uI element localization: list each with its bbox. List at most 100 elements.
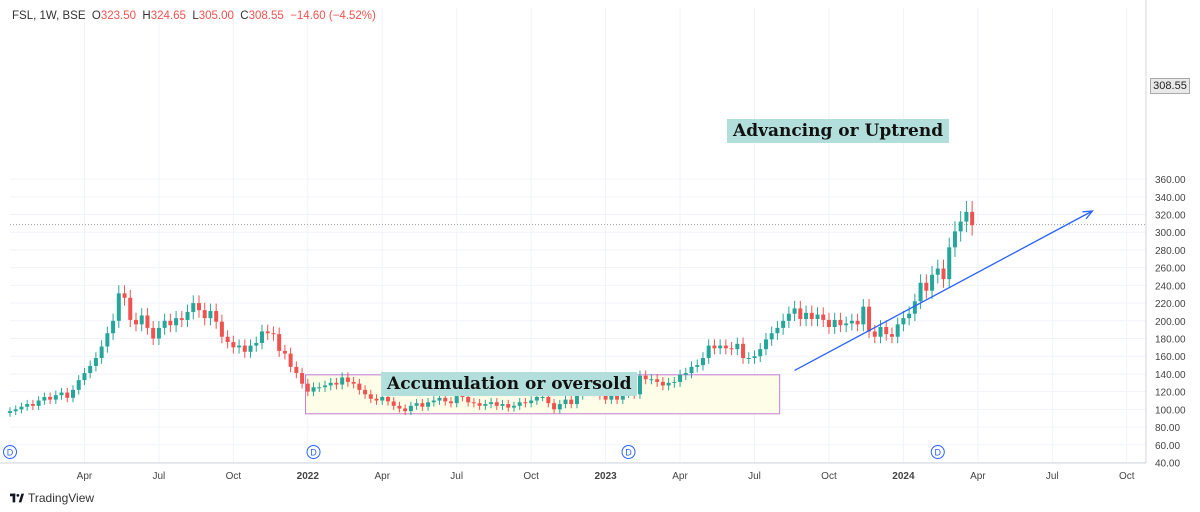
symbol-info[interactable]: FSL, 1W, BSE [12, 10, 86, 22]
candle-body [534, 396, 539, 401]
candle-body [557, 404, 562, 410]
uptrend-annotation[interactable]: Advancing or Uptrend [727, 119, 950, 143]
x-tick-label: Apr [77, 471, 93, 482]
x-tick-label: 2023 [594, 471, 617, 482]
trend-line[interactable] [794, 210, 1094, 371]
x-tick-label: Jul [153, 471, 166, 482]
candle-body [844, 323, 849, 326]
x-tick-label: Jul [1046, 471, 1059, 482]
y-tick-label: 160.00 [1155, 352, 1186, 363]
candle-body [569, 399, 574, 405]
candle-body [30, 404, 35, 406]
open-value: 323.50 [100, 10, 137, 22]
candle-body [511, 405, 516, 408]
candle-body [792, 308, 797, 314]
candle-body [506, 404, 511, 408]
candle-body [225, 336, 230, 343]
candle-body [431, 400, 436, 403]
candle-body [414, 403, 419, 406]
candle-body [523, 402, 528, 404]
candle-body [139, 315, 144, 325]
y-tick-label: 220.00 [1155, 299, 1186, 310]
candle-body [941, 268, 946, 280]
dividend-marker-label: D [935, 448, 942, 458]
x-tick-label: 2024 [892, 471, 915, 482]
candle-body [351, 381, 356, 384]
candle-body [460, 396, 465, 398]
dividend-marker[interactable]: D [930, 445, 945, 459]
candle-body [884, 327, 889, 335]
candle-body [643, 375, 648, 380]
candle-body [151, 327, 156, 339]
dividend-marker-circle [3, 445, 17, 459]
candle-body [122, 293, 127, 298]
candle-body [970, 211, 975, 226]
candle-body [620, 393, 625, 400]
candle-body [678, 374, 683, 382]
candle-body [517, 402, 522, 406]
candle-body [918, 282, 923, 302]
candle-body [385, 396, 390, 402]
axes [0, 0, 1147, 464]
candle-body [849, 320, 854, 324]
tradingview-logo-icon [10, 493, 24, 503]
candle-body [826, 319, 831, 328]
candle-body [25, 404, 30, 407]
candle-body [466, 396, 471, 403]
symbol-legend: FSL, 1W, BSE O323.50 H324.65 L305.00 C30… [12, 10, 376, 22]
candle-body [363, 389, 368, 395]
candle-body [116, 293, 121, 321]
candle-body [907, 313, 912, 319]
candle-body [746, 357, 751, 359]
y-tick-label: 120.00 [1155, 388, 1186, 399]
candle-body [448, 401, 453, 404]
tradingview-logo[interactable]: TradingView [10, 491, 94, 505]
trend-arrow-head [1082, 210, 1094, 220]
candle-body [259, 331, 264, 343]
y-tick-label: 340.00 [1155, 193, 1186, 204]
y-tick-label: 280.00 [1155, 246, 1186, 257]
candle-body [368, 394, 373, 399]
candle-body [660, 381, 665, 386]
candle-body [248, 345, 253, 352]
candle-body [196, 303, 201, 311]
candle-body [838, 319, 843, 326]
candle-body [649, 379, 654, 381]
candle-body [374, 398, 379, 401]
candle-body [128, 297, 133, 320]
candle-body [185, 311, 190, 320]
candle-body [282, 350, 287, 354]
candle-body [477, 403, 482, 406]
candle-body [718, 345, 723, 349]
candle-body [603, 395, 608, 400]
price-scale[interactable]: 360.00 340.00 320.00 300.00 280.00 260.00 240.… [1155, 175, 1186, 469]
brand-name: TradingView [28, 491, 95, 505]
dividend-marker[interactable]: D [621, 445, 636, 459]
candle-body [437, 397, 442, 401]
candle-body [277, 334, 282, 351]
y-tick-label: 180.00 [1155, 335, 1186, 346]
time-scale[interactable]: Apr Jul Oct 2022 Apr Jul Oct 2023 Apr Jul Oct 2024 A… [77, 471, 1135, 482]
candle-body [145, 315, 150, 328]
dividend-marker[interactable]: D [306, 445, 321, 459]
candle-body [947, 247, 952, 280]
candle-body [380, 396, 385, 401]
accumulation-annotation[interactable]: Accumulation or oversold [381, 372, 638, 396]
candle-body [82, 373, 87, 381]
candle-body [391, 401, 396, 406]
candle-body [781, 320, 786, 328]
candle-body [712, 345, 717, 349]
candle-body [322, 385, 327, 388]
x-tick-label: Apr [374, 471, 390, 482]
low-label: L [192, 10, 199, 22]
candle-body [901, 318, 906, 325]
dividend-marker[interactable]: D [3, 445, 17, 459]
candle-body [294, 366, 299, 374]
x-tick-label: Oct [226, 471, 242, 482]
change-value: −14.60 (−4.52%) [290, 10, 376, 22]
candle-body [214, 311, 219, 322]
candle-body [162, 320, 167, 328]
close-label: C [240, 10, 249, 22]
candle-body [672, 381, 677, 383]
